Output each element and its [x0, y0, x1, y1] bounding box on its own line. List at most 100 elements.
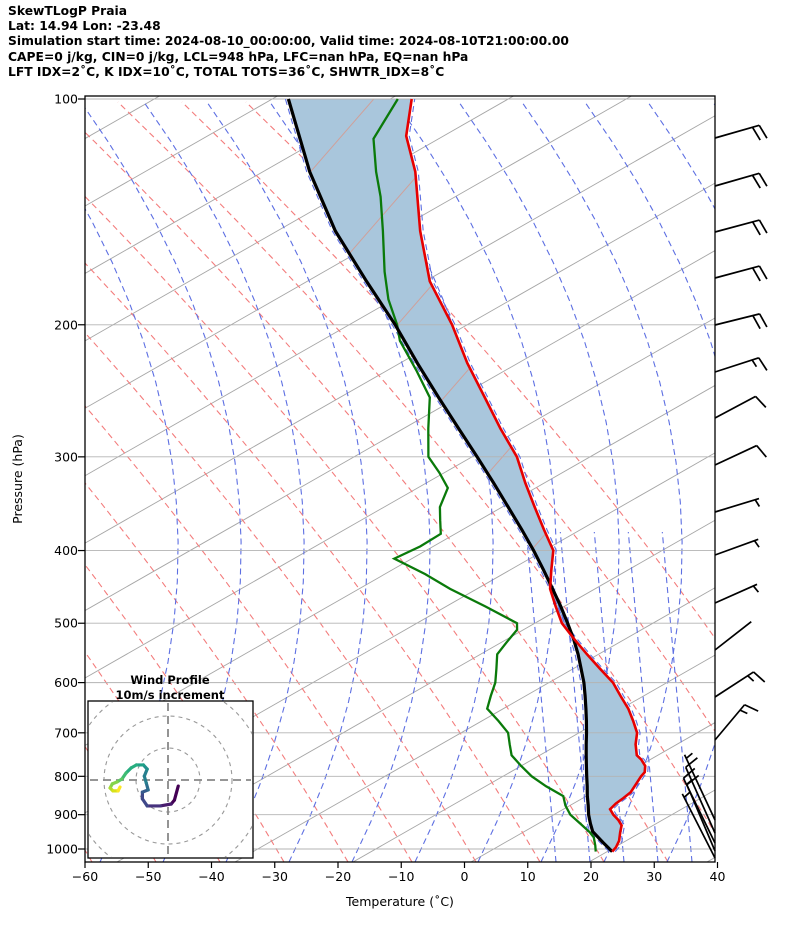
barb-staff	[714, 172, 760, 187]
y-tick-label: 600	[54, 675, 78, 690]
moist-adiabat-line	[206, 101, 368, 862]
barb-full-feather	[751, 126, 761, 141]
dry-adiabat-line	[85, 131, 669, 862]
barb-staff	[714, 265, 760, 279]
barb-full-feather	[758, 124, 768, 139]
isotherm-line	[706, 856, 715, 862]
barb-half-feather	[739, 709, 748, 715]
isotherm-line	[85, 182, 715, 544]
y-tick-label: 100	[54, 92, 78, 107]
x-axis: −60 −50 −40 −30 −20 −10 0 10 20 30 40	[72, 862, 725, 884]
barb-full-feather	[758, 172, 768, 187]
x-tick-label: 20	[583, 869, 599, 884]
barb-full-feather	[753, 671, 766, 683]
header-cape-cin: CAPE=0 j/kg, CIN=0 j/kg, LCL=948 hPa, LF…	[8, 50, 468, 64]
dry-adiabat-line	[85, 332, 477, 862]
wind-barbs	[681, 124, 768, 859]
wind-barb	[714, 124, 768, 141]
barb-full-feather	[751, 267, 761, 282]
barb-staff	[686, 784, 716, 852]
barb-full-feather	[756, 445, 767, 458]
barb-staff	[714, 395, 757, 419]
hodograph-subtitle: 10m/s increment	[116, 688, 225, 702]
shade-isotherm-line	[288, 99, 487, 852]
header-latlon: Lat: 14.94 Lon: -23.48	[8, 19, 161, 33]
y-tick-label: 400	[54, 543, 78, 558]
y-tick-label: 500	[54, 616, 78, 631]
adiabat-reference-dashes	[284, 98, 649, 852]
dry-adiabats	[85, 101, 715, 862]
isotherm-line	[85, 96, 514, 342]
wind-barb	[714, 703, 759, 741]
barb-staff	[714, 219, 760, 233]
isotherm-line	[234, 587, 715, 862]
x-tick-label: −50	[135, 869, 161, 884]
moist-adiabat-line	[395, 101, 557, 862]
moist-adiabat-line	[458, 101, 620, 862]
isotherm-line	[85, 115, 715, 477]
moist-adiabat-line	[521, 101, 683, 862]
x-tick-label: −10	[388, 869, 414, 884]
wind-barb	[714, 583, 760, 604]
moist-adiabat-line	[332, 101, 494, 862]
moist-adiabat-line	[269, 101, 431, 862]
hodograph-trace-segment	[158, 802, 173, 808]
barb-staff	[714, 497, 760, 513]
hodograph-trace	[108, 763, 180, 808]
temperature-curve	[404, 98, 647, 853]
isotherm-line	[116, 519, 715, 862]
barb-half-feather	[752, 585, 760, 593]
barb-full-feather	[758, 219, 768, 234]
hodograph-crosshair	[90, 703, 251, 856]
moist-adiabat-line	[712, 101, 715, 107]
x-tick-label: 30	[646, 869, 662, 884]
hodograph-title: Wind Profile	[130, 673, 210, 687]
mixing-ratio-line	[661, 531, 693, 862]
barb-full-feather	[744, 703, 759, 712]
x-tick-label: −40	[198, 869, 224, 884]
moist-adiabats	[85, 101, 794, 862]
barb-full-feather	[751, 221, 761, 236]
temperature-moist-adiabat-dash	[408, 98, 649, 852]
barb-full-feather	[686, 774, 700, 786]
wind-barb	[714, 265, 768, 282]
barb-full-feather	[754, 395, 767, 408]
barb-staff	[714, 444, 758, 466]
hodograph-border	[87, 700, 254, 859]
cape-cin-shade	[288, 99, 646, 852]
wind-barb	[686, 774, 716, 852]
hodograph-inset	[87, 700, 254, 859]
y-axis-label: Pressure (hPa)	[10, 434, 25, 524]
wind-barb	[684, 757, 716, 834]
hodograph-trace-segment	[116, 785, 122, 793]
y-tick-label: 900	[54, 807, 78, 822]
barb-staff	[714, 671, 755, 698]
hodograph-trace-segment	[172, 784, 180, 802]
mixing-ratio-line	[627, 531, 659, 862]
barb-full-feather	[685, 757, 698, 768]
y-axis: 100 200 300 400 500 600 700 800 900 1000	[46, 92, 85, 857]
header-times: Simulation start time: 2024-08-10_00:00:…	[8, 34, 569, 49]
wind-barb	[683, 752, 716, 821]
x-tick-label: −30	[262, 869, 288, 884]
x-tick-label: −20	[325, 869, 351, 884]
header-title: SkewTLogP Praia	[8, 4, 127, 18]
barb-full-feather	[758, 265, 768, 280]
barb-staff	[714, 704, 746, 741]
wind-barb	[714, 313, 768, 330]
dry-adiabat-line	[181, 101, 715, 733]
x-tick-label: 0	[461, 869, 469, 884]
y-tick-label: 800	[54, 769, 78, 784]
dry-adiabat-line	[85, 195, 605, 862]
barb-full-feather	[752, 315, 761, 330]
wind-barb	[681, 791, 716, 859]
barb-staff	[714, 621, 752, 651]
barb-staff	[714, 313, 760, 326]
barb-staff	[714, 356, 760, 373]
moist-adiabat-line	[788, 102, 794, 862]
barb-half-feather	[753, 540, 760, 548]
moist-adiabat-line	[85, 207, 179, 862]
moist-adiabat-line	[85, 107, 242, 862]
